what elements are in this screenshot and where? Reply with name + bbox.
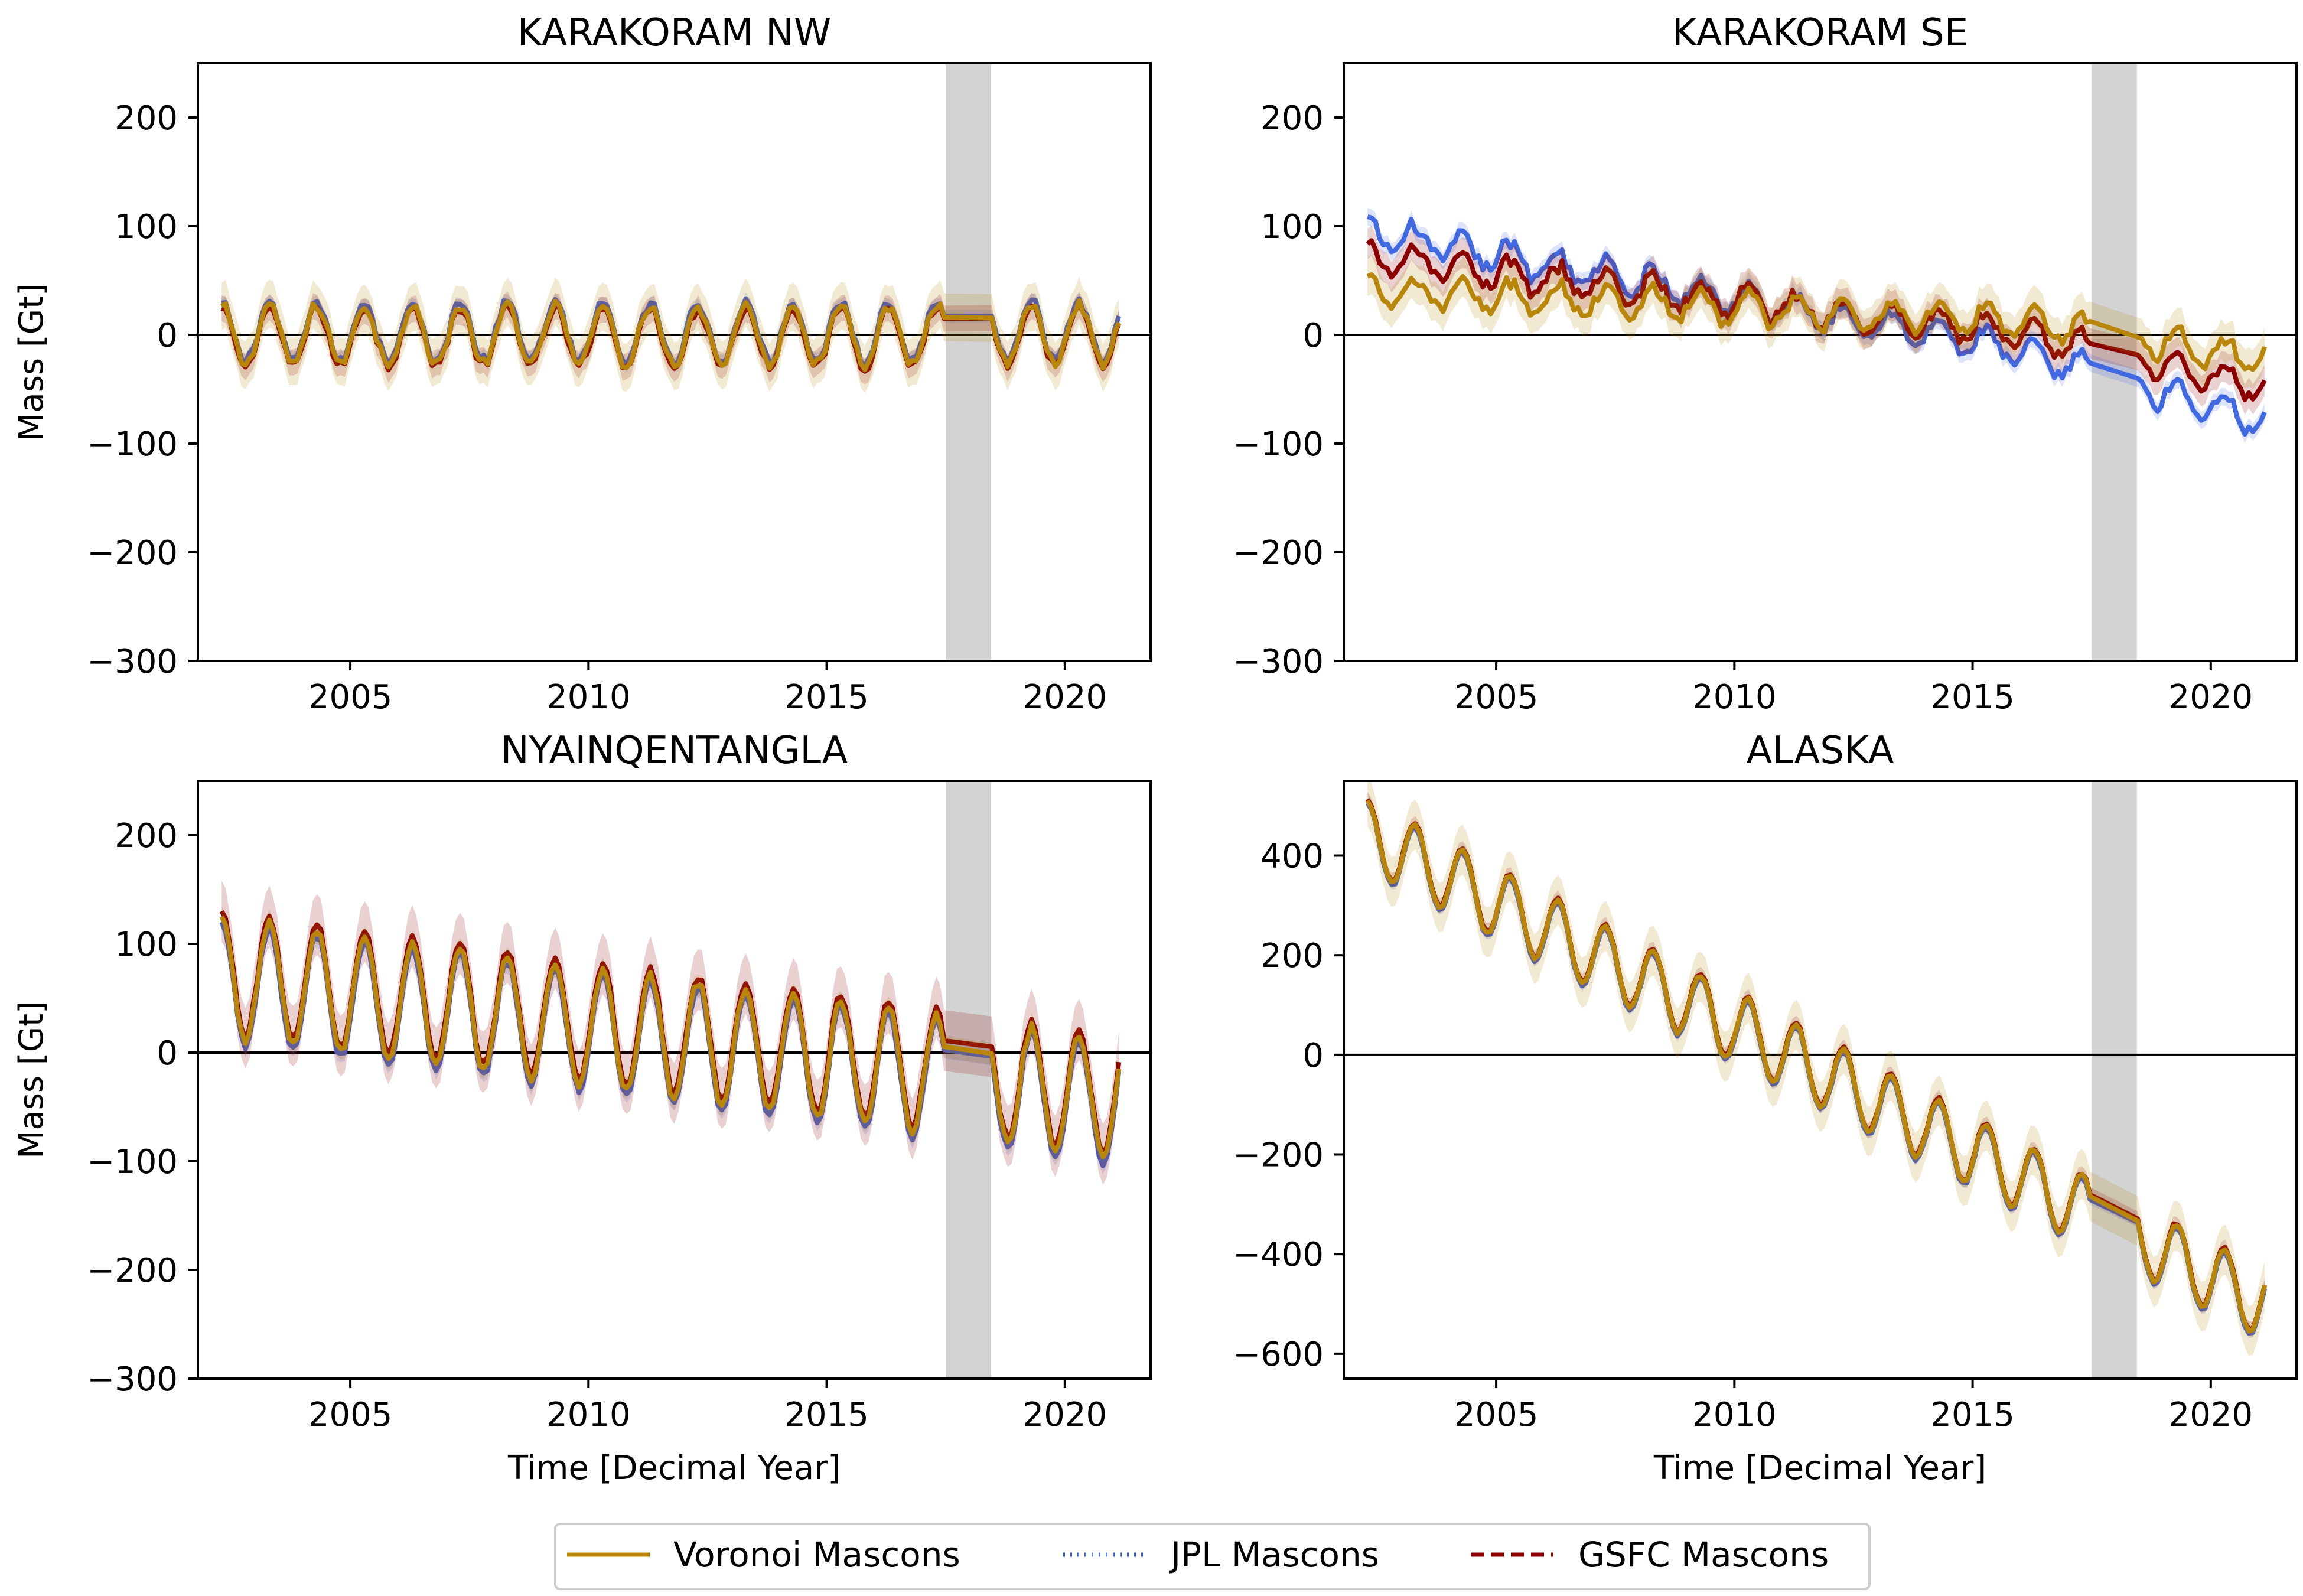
- plot-area: [198, 781, 1151, 1379]
- gap-band: [946, 781, 991, 1379]
- axes-frame: [1343, 780, 2298, 1380]
- y-tick-label: −100: [87, 1143, 178, 1181]
- x-tick-label: 2015: [1930, 1396, 2015, 1434]
- y-tick-label: 200: [1260, 937, 1324, 975]
- x-axis-label: Time [Decimal Year]: [1653, 1449, 1986, 1487]
- panel-title: KARAKORAM SE: [1672, 11, 1968, 55]
- panel-karakoram-se: 2005 2010 2015 2020 −300 −200 −100 0 100 200 KARAK…: [1233, 11, 2298, 716]
- y-tick-label: 0: [157, 317, 178, 355]
- x-axis-label: Time [Decimal Year]: [507, 1449, 841, 1487]
- x-tick-label: 2010: [1692, 1396, 1777, 1434]
- x-tick-label: 2020: [2169, 678, 2253, 716]
- band-voronoi-mascons: [1367, 781, 2265, 1356]
- legend-label-voronoi: Voronoi Mascons: [673, 1535, 960, 1575]
- x-tick-label: 2015: [1930, 678, 2015, 716]
- y-tick-label: −200: [1233, 1136, 1324, 1175]
- legend-frame: [554, 1523, 1871, 1590]
- panel-title: NYAINQENTANGLA: [501, 729, 848, 773]
- series-voronoi-mascons: [220, 298, 1121, 372]
- series-voronoi-mascons: [219, 916, 1122, 1159]
- x-tick-label: 2020: [1023, 1396, 1107, 1434]
- y-tick-label: −400: [1233, 1236, 1324, 1274]
- y-tick-label: 0: [1302, 1037, 1324, 1075]
- y-tick-label: −200: [87, 1252, 178, 1290]
- y-tick-label: −300: [1233, 643, 1324, 681]
- x-tick-label: 2005: [1454, 1396, 1539, 1434]
- plot-area: [198, 63, 1151, 661]
- y-tick-label: −100: [1233, 425, 1324, 464]
- y-tick-label: 400: [1260, 838, 1324, 876]
- x-tick-label: 2005: [1454, 678, 1539, 716]
- gap-band: [2092, 63, 2137, 661]
- x-tick-label: 2015: [784, 1396, 869, 1434]
- gap-band: [946, 63, 991, 661]
- legend-label-gsfc: GSFC Mascons: [1578, 1535, 1829, 1575]
- y-tick-label: −200: [87, 534, 178, 572]
- x-tick-label: 2005: [308, 1396, 393, 1434]
- series-jpl-mascons: [221, 296, 1122, 369]
- panel-title: ALASKA: [1747, 729, 1894, 773]
- panel-nyainqentangla: 2005 2010 2015 2020 −300 −200 −100 0 100 200 NYAIN…: [12, 729, 1152, 1487]
- y-tick-label: −100: [87, 425, 178, 464]
- axes-frame: [197, 62, 1152, 662]
- x-tick-label: 2020: [2169, 1396, 2253, 1434]
- series-voronoi-mascons: [1365, 799, 2268, 1334]
- band-voronoi-mascons: [221, 276, 1119, 394]
- series-voronoi-mascons: [1366, 272, 2267, 372]
- y-tick-label: −300: [87, 643, 178, 681]
- y-tick-label: 100: [115, 208, 178, 246]
- axes-frame: [1343, 62, 2298, 662]
- panel-karakoram-nw: 2005 2010 2015 2020 −300 −200 −100 0 100 200 KARAK…: [12, 11, 1152, 716]
- panel-alaska: 2005 2010 2015 2020 −600 −400 −200 0 200 400 ALASK…: [1233, 729, 2298, 1487]
- y-tick-label: −600: [1233, 1336, 1324, 1374]
- y-tick-label: 200: [1260, 99, 1324, 138]
- x-tick-label: 2005: [308, 678, 393, 716]
- legend: Voronoi Mascons JPL Mascons GSFC Mascons: [554, 1523, 1871, 1590]
- y-axis-label: Mass [Gt]: [12, 1001, 51, 1159]
- y-tick-label: 0: [157, 1034, 178, 1073]
- x-tick-label: 2015: [784, 678, 869, 716]
- gap-band: [2092, 781, 2137, 1379]
- y-tick-label: 100: [1260, 208, 1324, 246]
- x-tick-label: 2010: [1692, 678, 1777, 716]
- y-tick-label: 0: [1302, 317, 1324, 355]
- axes-frame: [197, 780, 1152, 1380]
- y-tick-label: 200: [115, 99, 178, 138]
- x-tick-label: 2020: [1023, 678, 1107, 716]
- y-tick-label: 100: [115, 926, 178, 964]
- panel-title: KARAKORAM NW: [517, 11, 832, 55]
- y-axis-label: Mass [Gt]: [12, 283, 51, 441]
- y-tick-label: 200: [115, 817, 178, 855]
- x-tick-label: 2010: [546, 678, 631, 716]
- y-tick-label: −300: [87, 1360, 178, 1399]
- plot-area: [1344, 781, 2297, 1379]
- y-tick-label: −200: [1233, 534, 1324, 572]
- legend-label-jpl: JPL Mascons: [1169, 1535, 1379, 1575]
- plot-area: [1344, 63, 2297, 661]
- x-tick-label: 2010: [546, 1396, 631, 1434]
